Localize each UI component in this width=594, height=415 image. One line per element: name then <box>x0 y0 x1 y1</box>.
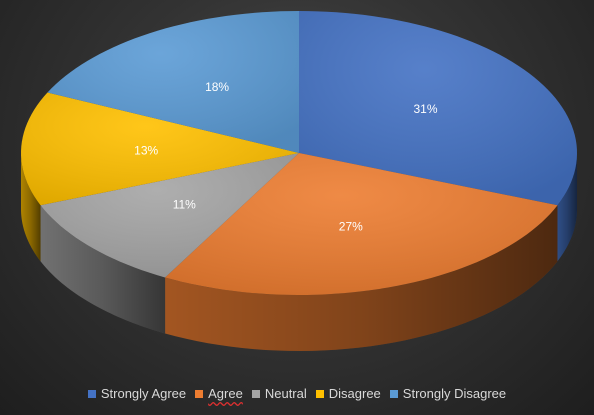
legend-swatch-agree <box>195 389 204 398</box>
legend-item-disagree: Disagree <box>315 386 381 401</box>
legend-item-strongly-agree: Strongly Agree <box>87 386 187 401</box>
pie-labels: 31% 27% 11% 13% 18% <box>134 80 438 233</box>
legend-item-strongly-disagree: Strongly Disagree <box>389 386 507 401</box>
pie-slice-shine-strongly-disagree <box>47 11 300 153</box>
legend-swatch-disagree <box>315 389 324 398</box>
legend-label-disagree: Disagree <box>328 386 381 401</box>
data-label-strongly-agree: 31% <box>413 102 437 116</box>
pie-side-shade-neutral <box>40 205 166 334</box>
pie-side-shade-disagree <box>21 153 41 262</box>
pie-sides <box>21 153 577 351</box>
pie-side-shade-agree <box>165 205 558 351</box>
data-label-strongly-disagree: 18% <box>205 80 229 94</box>
pie-top <box>21 11 577 295</box>
pie-slice-shine-strongly-agree <box>299 11 577 206</box>
data-label-agree: 27% <box>339 220 363 234</box>
legend-swatch-strongly-agree <box>87 389 96 398</box>
pie-slice-shine-disagree <box>21 92 300 206</box>
legend-label-agree: Agree <box>208 386 243 401</box>
pie-slice-shine-agree <box>165 153 558 295</box>
legend-swatch-strongly-disagree <box>389 389 398 398</box>
legend-item-neutral: Neutral <box>251 386 307 401</box>
legend-label-neutral: Neutral <box>264 386 307 401</box>
legend-swatch-neutral <box>251 389 260 398</box>
data-label-neutral: 11% <box>173 198 196 212</box>
legend-label-strongly-disagree: Strongly Disagree <box>402 386 507 401</box>
legend-item-agree: Agree <box>195 386 243 401</box>
data-label-disagree: 13% <box>134 144 158 158</box>
pie-side-shade-strongly-agree <box>557 153 577 262</box>
legend-label-strongly-agree: Strongly Agree <box>100 386 187 401</box>
legend: Strongly Agree Agree Neutral Disagree St… <box>0 386 594 401</box>
pie-slice-shine-neutral <box>40 153 300 278</box>
